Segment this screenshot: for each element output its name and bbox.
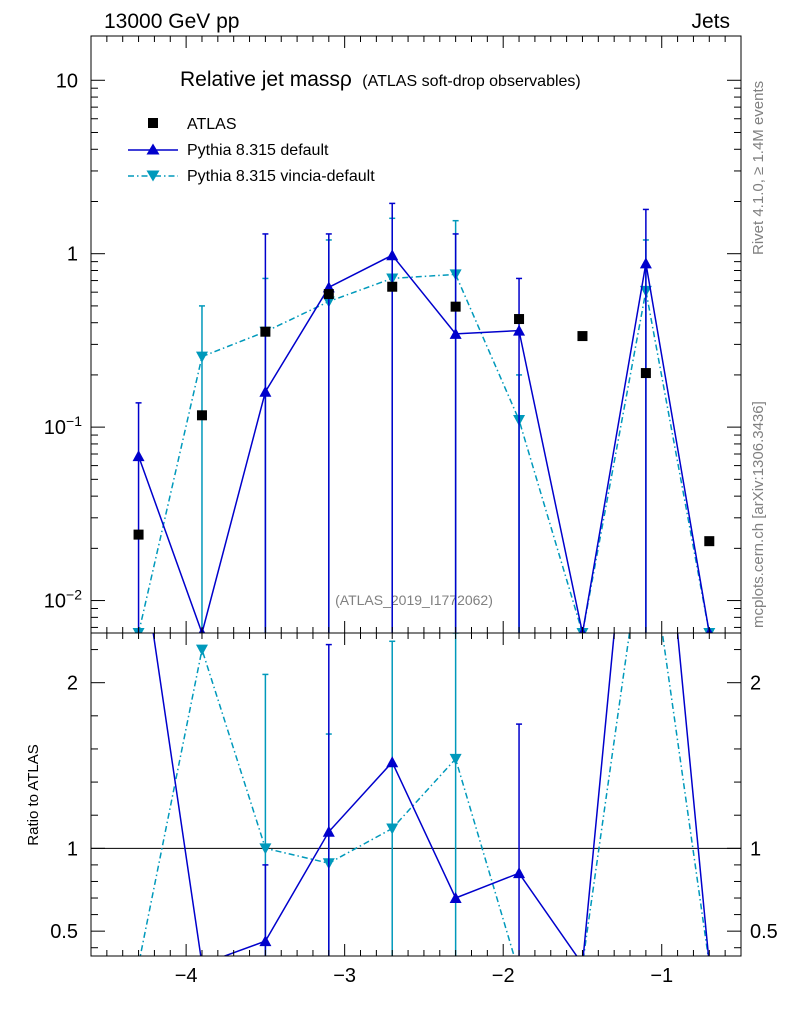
point-vincia-ratio	[513, 968, 525, 979]
point-vincia-ratio	[386, 823, 399, 835]
y-tick-label-base: 10	[44, 417, 66, 439]
y-tick-label-exp: −1	[66, 413, 82, 429]
y-tick-label-ratio-right: 2	[750, 673, 761, 695]
y-tick-label-exp: −2	[66, 587, 82, 603]
point-atlas	[514, 314, 525, 325]
point-atlas	[260, 326, 271, 337]
plot-title-main: Relative jet massρ	[180, 68, 352, 91]
point-pythia-main	[132, 450, 145, 462]
legend-marker-atlas	[148, 118, 158, 128]
ratio-panel-plot	[91, 633, 741, 979]
point-pythia-main	[259, 385, 272, 397]
legend-marker-vincia	[146, 170, 160, 182]
legend-label-atlas: ATLAS	[187, 116, 237, 133]
y-tick-label-ratio-left: 2	[67, 673, 78, 695]
point-pythia-main	[449, 327, 462, 339]
x-tick-label: −1	[650, 965, 673, 987]
series-line-pythia-main	[137, 254, 711, 633]
y-tick-label-main: 10−2	[44, 587, 82, 613]
series-line-vincia-ratio	[139, 633, 709, 956]
reference-label: (ATLAS_2019_I1772062)	[335, 592, 493, 608]
point-pythia-ratio	[259, 935, 272, 947]
plot-title-sub: (ATLAS soft-drop observables)	[362, 73, 580, 90]
x-tick-label: −2	[492, 965, 515, 987]
legend-label-pythia: Pythia 8.315 default	[187, 142, 329, 159]
rivet-label: Rivet 4.1.0, ≥ 1.4M events	[750, 81, 767, 255]
ratio-ylabel: Ratio to ATLAS	[25, 744, 42, 845]
y-tick-label-ratio-right: 1	[750, 838, 761, 860]
point-pythia-ratio	[703, 958, 715, 969]
legend: ATLAS Pythia 8.315 default Pythia 8.315 …	[128, 116, 375, 185]
point-vincia-ratio	[133, 959, 145, 970]
point-pythia-ratio	[449, 892, 462, 904]
point-pythia-ratio	[386, 756, 399, 768]
point-vincia-ratio	[576, 959, 588, 970]
y-tick-label-main: 1	[67, 244, 78, 266]
y-tick-label-main: 10−1	[44, 413, 82, 439]
point-atlas	[640, 368, 651, 379]
point-pythia-ratio	[322, 825, 335, 837]
legend-marker-pythia	[146, 143, 160, 155]
x-tick-label: −4	[175, 965, 198, 987]
point-atlas	[577, 331, 588, 342]
point-vincia-main	[195, 351, 208, 363]
point-atlas	[387, 281, 398, 292]
point-pythia-main	[513, 324, 526, 336]
y-tick-label-ratio-left: 1	[67, 838, 78, 860]
main-panel-plot	[132, 202, 716, 633]
point-pythia-ratio	[196, 958, 208, 969]
point-pythia-main	[386, 249, 399, 261]
point-pythia-ratio	[576, 958, 588, 969]
point-vincia-ratio	[449, 753, 462, 765]
header-left: 13000 GeV pp	[104, 10, 239, 33]
series-line-vincia-main	[137, 273, 711, 633]
y-tick-label-ratio-right: 0.5	[750, 921, 778, 943]
point-vincia-ratio	[195, 644, 208, 656]
point-atlas	[704, 536, 715, 547]
point-atlas	[133, 529, 144, 540]
header-right: Jets	[691, 10, 730, 33]
legend-label-vincia: Pythia 8.315 vincia-default	[187, 168, 375, 185]
point-pythia-main	[639, 257, 652, 269]
y-tick-label-main: 10	[56, 70, 78, 92]
mcplots-label: mcplots.cern.ch [arXiv:1306.3436]	[750, 401, 767, 628]
point-vincia-ratio	[259, 843, 272, 855]
y-tick-label-ratio-left: 0.5	[50, 921, 78, 943]
point-pythia-ratio	[513, 867, 526, 879]
plot-title: Relative jet massρ (ATLAS soft-drop obse…	[180, 68, 581, 91]
point-atlas	[196, 410, 207, 421]
x-tick-label: −3	[333, 965, 356, 987]
point-atlas	[323, 289, 334, 300]
point-vincia-ratio	[703, 959, 715, 970]
y-tick-label-base: 10	[44, 591, 66, 613]
ratio-panel-frame	[90, 632, 742, 957]
point-atlas	[450, 301, 461, 312]
